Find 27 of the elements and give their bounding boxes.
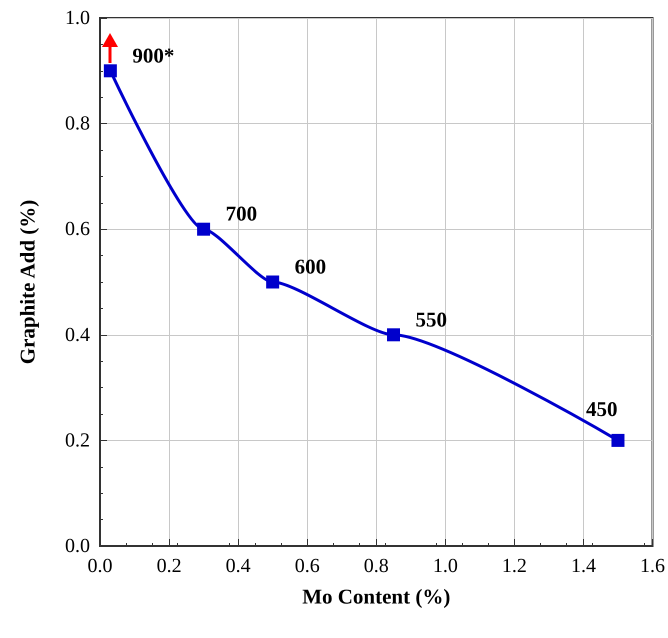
annotation: 700 [226,202,258,226]
y-tick-label: 0.2 [65,429,90,452]
y-tick-label: 0.8 [65,112,90,135]
y-tick-label: 0.0 [65,535,90,557]
x-tick-label: 0.2 [156,555,182,577]
annotation: 550 [416,307,448,332]
point [197,222,210,236]
x-tick-label: 1.4 [570,555,596,577]
point [387,328,400,342]
y-tick-label: 0.6 [65,218,90,240]
x-tick-label: 0.6 [294,555,320,577]
point [611,434,624,447]
annotation: 450 [586,396,618,421]
x-tick-label: 0.0 [88,555,112,577]
x-axis-title: Mo Content (%) [302,584,450,608]
annotation: 600 [294,254,326,278]
x-tick-label: 1.0 [432,555,458,577]
x-tick-label: 0.4 [226,555,251,577]
annotation: 900* [132,43,174,68]
point [104,64,117,78]
y-axis-title: Graphite Add (%) [16,200,40,364]
point [266,276,280,288]
x-tick-label: 0.8 [364,555,389,577]
x-tick-label: 1.2 [502,555,527,577]
y-tick-label: 0.4 [65,324,90,346]
x-tick-label: 1.6 [640,555,665,577]
y-tick-label: 1.0 [65,7,90,29]
